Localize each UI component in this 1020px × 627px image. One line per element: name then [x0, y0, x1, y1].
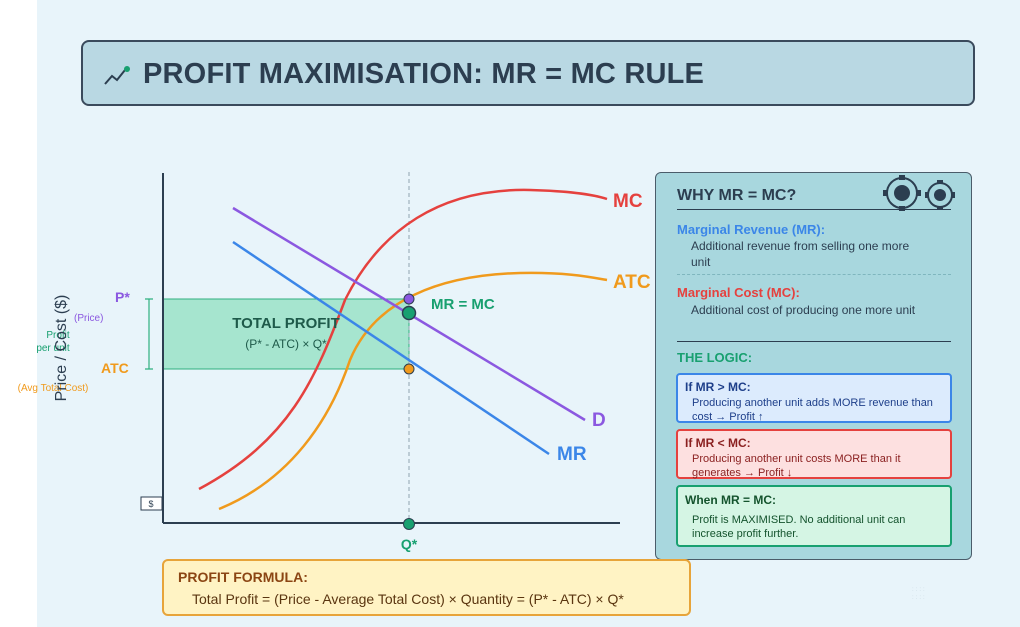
mr-equal-text: Profit is MAXIMISED. No additional unit …	[692, 514, 906, 540]
profit-per-unit-bracket	[145, 298, 153, 370]
y-axis-title: Price / Cost ($)	[53, 295, 70, 402]
mc-definition-text: Additional cost of producing one more un…	[691, 303, 916, 317]
q-star-label: Q*	[401, 536, 418, 552]
mc-curve	[198, 188, 608, 491]
mr-mc-intersection-point	[401, 305, 417, 321]
mr-definition-heading: Marginal Revenue (MR):	[677, 222, 826, 237]
total-profit-label: TOTAL PROFIT	[232, 315, 340, 332]
title-divider	[677, 209, 951, 210]
mr-less-text: Producing another unit costs MORE than i…	[692, 453, 901, 479]
price-note: (Price)	[74, 313, 103, 324]
profit-formula-box: PROFIT FORMULA: Total Profit = (Price - …	[162, 559, 691, 616]
mr-label: MR	[557, 444, 587, 465]
profit-formula-text: Total Profit = (Price - Average Total Co…	[192, 591, 624, 607]
trend-up-icon	[104, 66, 130, 85]
logic-divider	[677, 341, 951, 342]
profit-per-unit-line1: Profit	[46, 330, 70, 341]
profit-per-unit-line2: per unit	[36, 343, 70, 354]
side-panel-title: WHY MR = MC?	[677, 187, 797, 204]
total-profit-formula: (P* - ATC) × Q*	[245, 337, 327, 351]
mr-equals-mc-label: MR = MC	[431, 296, 495, 313]
demand-label: D	[592, 410, 606, 431]
mr-greater-text: Producing another unit adds MORE revenue…	[692, 397, 933, 423]
atc-axis-label: ATC	[101, 360, 129, 376]
atc-curve-label: ATC	[613, 272, 651, 293]
atc-axis-note: (Avg Total Cost)	[18, 383, 89, 394]
mr-definition-text: Additional revenue from selling one more…	[691, 239, 910, 269]
mr-less-heading: If MR < MC:	[685, 436, 751, 450]
q-star-point	[403, 518, 415, 530]
profit-formula-heading: PROFIT FORMULA:	[178, 569, 308, 585]
definition-divider	[677, 274, 951, 275]
mr-equal-heading: When MR = MC:	[685, 493, 776, 507]
title-banner: PROFIT MAXIMISATION: MR = MC RULE	[81, 40, 975, 106]
atc-point	[403, 363, 415, 375]
mc-label: MC	[613, 191, 643, 212]
mc-definition-heading: Marginal Cost (MC):	[677, 285, 800, 300]
dollar-tick-label: $	[148, 499, 153, 509]
why-mr-mc-panel: WHY MR = MC? Marginal Revenue (MR): Addi…	[655, 172, 972, 560]
p-star-label: P*	[115, 289, 130, 305]
dollar-tick-box	[140, 496, 163, 511]
mr-greater-card: If MR > MC: Producing another unit adds …	[676, 373, 952, 423]
page-title: PROFIT MAXIMISATION: MR = MC RULE	[143, 58, 705, 90]
mr-line	[232, 240, 550, 456]
mr-less-card: If MR < MC: Producing another unit costs…	[676, 429, 952, 479]
logic-heading: THE LOGIC:	[677, 350, 753, 365]
gears-icon	[883, 175, 955, 211]
mr-greater-heading: If MR > MC:	[685, 380, 751, 394]
price-point	[403, 293, 415, 305]
faint-marks: ::::::::	[912, 587, 927, 601]
atc-curve	[218, 271, 608, 511]
mr-equal-card: When MR = MC: Profit is MAXIMISED. No ad…	[676, 485, 952, 547]
